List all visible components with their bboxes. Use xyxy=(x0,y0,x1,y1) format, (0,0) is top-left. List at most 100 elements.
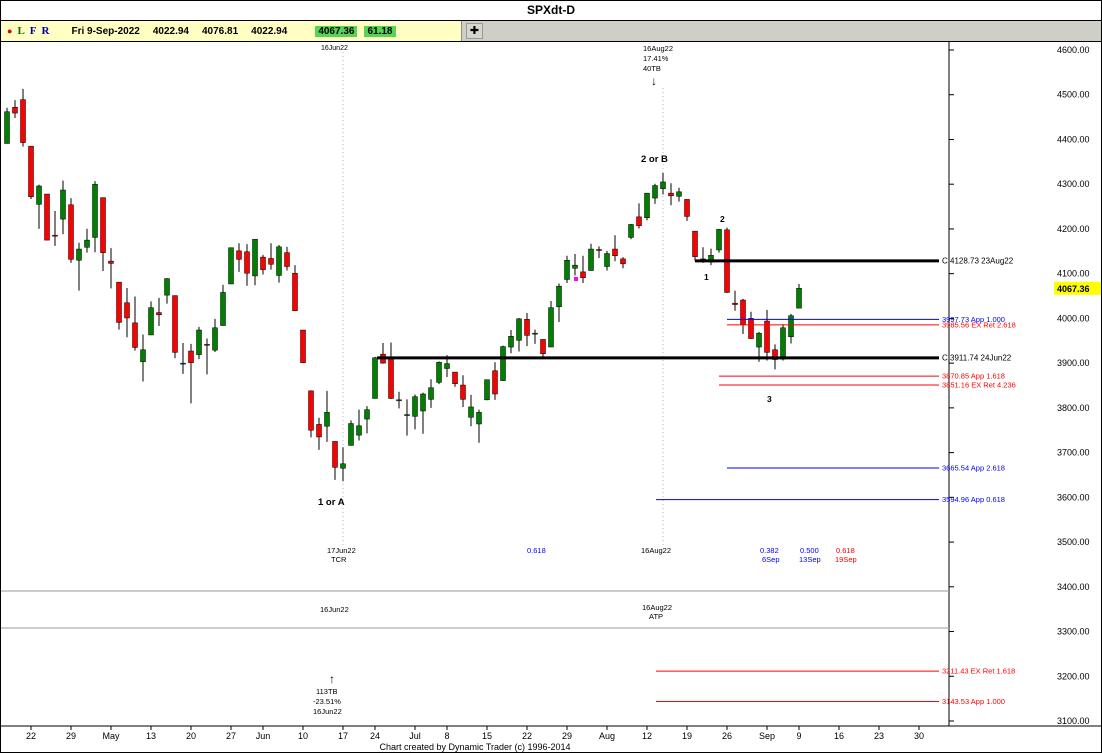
annotation-text: 0.618 xyxy=(527,546,546,555)
price-line-label: C 3911.74 24Jun22 xyxy=(942,353,1012,362)
x-tick-label: 8 xyxy=(444,731,449,741)
y-tick-label: 3100.00 xyxy=(1057,716,1090,726)
annotation-text: 40TB xyxy=(643,64,661,73)
candle-body xyxy=(84,239,90,248)
candle-body xyxy=(652,185,658,199)
candle-body xyxy=(500,346,506,381)
candle-body xyxy=(340,463,346,469)
x-tick-label: May xyxy=(102,731,120,741)
x-tick-label: 24 xyxy=(370,731,380,741)
candle-body xyxy=(508,336,514,348)
candle-body xyxy=(788,315,794,337)
candle-body xyxy=(4,111,10,144)
y-tick-label: 3200.00 xyxy=(1057,671,1090,681)
x-tick-label: 30 xyxy=(914,731,924,741)
candle-body xyxy=(244,251,250,274)
y-tick-label: 3700.00 xyxy=(1057,448,1090,458)
candle-body xyxy=(740,299,746,325)
f-button[interactable]: F xyxy=(29,25,37,37)
candle-body xyxy=(676,191,682,197)
candle-body xyxy=(156,312,162,316)
price-line-label: 3594.96 App 0.618 xyxy=(942,495,1005,504)
candle-body xyxy=(580,271,586,278)
x-tick-label: 16 xyxy=(834,731,844,741)
candle-body xyxy=(180,362,186,365)
candle-body xyxy=(164,278,170,296)
toolbar: ● L F R Fri 9-Sep-2022 4022.94 4076.81 4… xyxy=(1,21,1101,42)
x-tick-label: Jun xyxy=(256,731,271,741)
quote-low: 4022.94 xyxy=(251,25,288,37)
candle-body xyxy=(572,264,578,269)
annotation-text: 16Aug22 xyxy=(643,44,673,53)
candle-body xyxy=(692,230,698,257)
x-tick-label: 10 xyxy=(298,731,308,741)
candle-body xyxy=(196,329,202,355)
r-button[interactable]: R xyxy=(41,25,50,37)
chart-area: 4600.00 4500.00 4400.00 4300.00 4200.00 4100.… xyxy=(1,42,1102,753)
candle-body xyxy=(540,339,546,354)
quote-open: 4022.94 xyxy=(152,25,189,37)
add-button[interactable]: ✚ xyxy=(466,23,483,39)
annotation-text: TCR xyxy=(331,555,347,564)
y-tick-label: 4300.00 xyxy=(1057,179,1090,189)
candle-body xyxy=(532,332,538,335)
candle-body xyxy=(428,387,434,400)
candle-body xyxy=(596,249,602,251)
x-tick-label: Sep xyxy=(759,731,775,741)
candle-body xyxy=(764,320,770,353)
price-lines: C 4128.73 23Aug22 C 3911.74 24Jun22 3997.7… xyxy=(377,256,1016,706)
annotation-text: 1 or A xyxy=(318,497,345,508)
y-tick-label: 3300.00 xyxy=(1057,627,1090,637)
window-title: SPXdt-D xyxy=(1,1,1101,21)
x-tick-label: 12 xyxy=(642,731,652,741)
candle-body xyxy=(476,412,482,425)
candle-body xyxy=(668,192,674,197)
candle-body xyxy=(420,393,426,412)
candle-body xyxy=(220,292,226,326)
candle-body xyxy=(76,248,82,261)
x-tick-label: Aug xyxy=(599,731,615,741)
candle-body xyxy=(396,399,402,402)
candle-body xyxy=(436,361,442,383)
x-tick-label: 26 xyxy=(722,731,732,741)
candle-body xyxy=(12,107,18,114)
x-tick-label: 13 xyxy=(146,731,156,741)
candlesticks xyxy=(4,88,802,482)
annotation-text: ATP xyxy=(649,612,663,621)
quote-high: 4076.81 xyxy=(202,25,239,37)
candle-body xyxy=(732,302,738,305)
candle-body xyxy=(188,350,194,363)
l-button[interactable]: L xyxy=(17,25,25,37)
x-tick-label: 9 xyxy=(796,731,801,741)
candle-body xyxy=(132,322,138,348)
candle-body xyxy=(516,318,522,341)
annotation-text: 6Sep xyxy=(762,555,780,564)
candle-body xyxy=(620,258,626,265)
annotation-text: 17Jun22 xyxy=(327,546,356,555)
x-tick-label: 29 xyxy=(66,731,76,741)
candle-body xyxy=(388,357,394,399)
candle-body xyxy=(588,248,594,271)
annotation-text: 16Aug22 xyxy=(642,603,672,612)
quote-change: 61.18 xyxy=(364,25,396,37)
y-tick-label: 4000.00 xyxy=(1057,313,1090,323)
annotation-text: ↓ xyxy=(651,74,657,88)
candle-body xyxy=(356,425,362,436)
candle-body xyxy=(324,412,330,427)
chart-credit: Chart created by Dynamic Trader (c) 1996… xyxy=(379,742,571,752)
y-tick-label: 4600.00 xyxy=(1057,45,1090,55)
candle-body xyxy=(276,246,282,276)
price-line-label: 3851.16 EX Ret 4.236 xyxy=(942,380,1016,389)
candle-body xyxy=(604,253,610,267)
annotation-text: ↑ xyxy=(329,672,335,686)
y-tick-label: 3600.00 xyxy=(1057,492,1090,502)
annotation-text: 0.382 xyxy=(760,546,779,555)
candle-body xyxy=(636,216,642,227)
y-tick-label: 4400.00 xyxy=(1057,134,1090,144)
candle-body xyxy=(444,363,450,369)
candle-body xyxy=(68,204,74,260)
x-tick-label: 29 xyxy=(562,731,572,741)
candle-body xyxy=(204,344,210,346)
candle-body xyxy=(292,272,298,312)
price-chart[interactable]: 4600.00 4500.00 4400.00 4300.00 4200.00 4100.… xyxy=(1,42,1102,753)
